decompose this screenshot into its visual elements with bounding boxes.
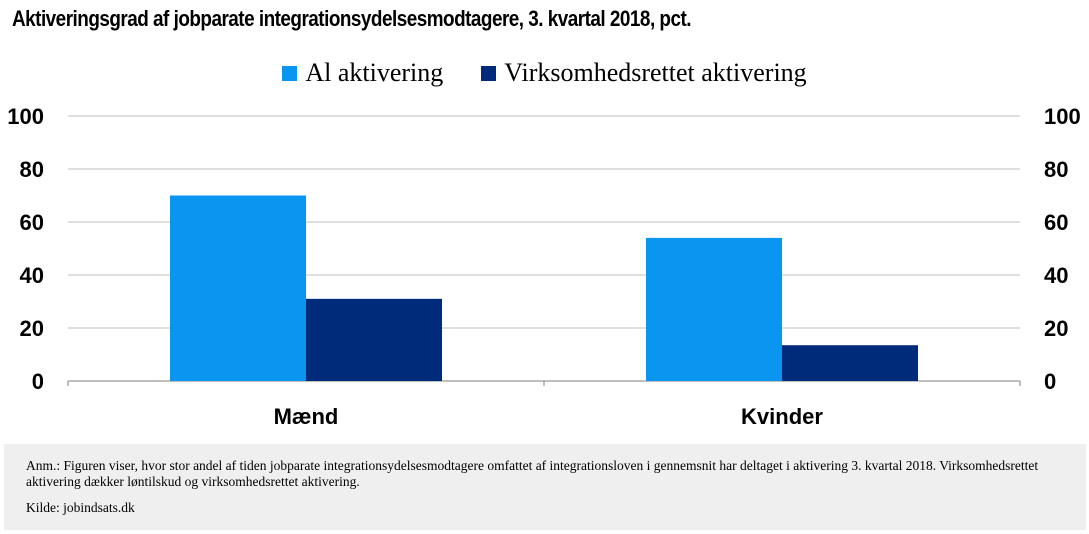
y-tick-label-right: 80 (1044, 157, 1068, 182)
legend-item-al-aktivering: Al aktivering (282, 58, 443, 88)
y-tick-label-right: 60 (1044, 210, 1068, 235)
y-tick-label-right: 100 (1044, 104, 1081, 129)
legend-label-al-aktivering: Al aktivering (305, 58, 444, 87)
legend-label-virksomhedsrettet: Virksomhedsrettet aktivering (504, 58, 807, 87)
bar-virksomhedsrettet (306, 298, 442, 381)
x-category-label: Mænd (274, 404, 339, 429)
legend: Al aktivering Virksomhedsrettet aktiveri… (0, 58, 1089, 88)
legend-swatch-virksomhedsrettet (481, 65, 497, 81)
legend-item-virksomhedsrettet: Virksomhedsrettet aktivering (481, 58, 807, 88)
y-tick-label-left: 60 (20, 210, 44, 235)
chart-title: Aktiveringsgrad af jobparate integration… (12, 6, 692, 31)
legend-swatch-al-aktivering (282, 65, 298, 81)
y-tick-label-left: 80 (20, 157, 44, 182)
bar-al-aktivering (646, 237, 782, 381)
y-tick-label-left: 100 (7, 104, 44, 129)
note-text: Anm.: Figuren viser, hvor stor andel af … (26, 458, 1039, 489)
y-tick-label-right: 40 (1044, 263, 1068, 288)
x-category-label: Kvinder (741, 404, 823, 429)
y-tick-label-left: 40 (20, 263, 44, 288)
bar-al-aktivering (170, 195, 306, 381)
bar-virksomhedsrettet (782, 345, 918, 381)
y-tick-label-left: 0 (32, 369, 44, 394)
bar-chart: 0 0 20 20 40 40 60 60 80 80 100 100 Mænd Kvinder (7, 104, 1081, 429)
note-box: Anm.: Figuren viser, hvor stor andel af … (4, 444, 1086, 530)
source-text: Kilde: jobindsats.dk (26, 500, 135, 515)
y-tick-label-right: 0 (1044, 369, 1056, 394)
y-tick-label-left: 20 (20, 316, 44, 341)
y-tick-label-right: 20 (1044, 316, 1068, 341)
